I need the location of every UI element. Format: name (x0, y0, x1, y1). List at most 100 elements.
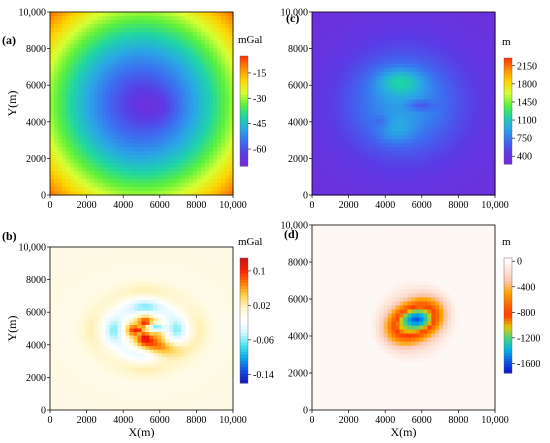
heatmap-cell (404, 16, 409, 21)
heatmap-cell (169, 76, 174, 81)
heatmap-cell (185, 396, 190, 400)
heatmap-cell (110, 143, 115, 148)
heatmap-cell (177, 155, 182, 160)
heatmap-cell (435, 44, 440, 49)
heatmap-cell (74, 139, 79, 144)
heatmap-cell (130, 357, 135, 361)
heatmap-cell (201, 60, 206, 65)
heatmap-cell (126, 282, 131, 286)
heatmap-cell (193, 382, 198, 386)
heatmap-cell (193, 84, 198, 89)
heatmap-cell (66, 119, 71, 124)
heatmap-cell (130, 16, 135, 21)
heatmap-cell (82, 56, 87, 61)
heatmap-cell (487, 56, 492, 61)
heatmap-cell (142, 175, 147, 180)
heatmap-cell (149, 119, 154, 124)
heatmap-cell (138, 286, 143, 290)
heatmap-cell (209, 151, 214, 156)
heatmap-cell (94, 167, 99, 172)
x-tick-label: 4000 (113, 200, 133, 211)
heatmap-cell (181, 318, 186, 322)
heatmap-cell (110, 119, 115, 124)
heatmap-cell (134, 247, 139, 251)
heatmap-cell (336, 28, 341, 33)
heatmap-cell (213, 318, 218, 322)
heatmap-cell (388, 28, 393, 33)
heatmap-cell (153, 293, 158, 297)
heatmap-cell (66, 300, 71, 304)
heatmap-cell (213, 272, 218, 276)
heatmap-cell (201, 307, 206, 311)
heatmap-cell (126, 357, 131, 361)
heatmap-cell (177, 76, 182, 81)
heatmap-cell (312, 36, 317, 41)
heatmap-cell (177, 147, 182, 152)
heatmap-cell (86, 346, 91, 350)
heatmap-cell (126, 100, 131, 105)
heatmap-cell (82, 286, 87, 290)
heatmap-cell (157, 88, 162, 93)
heatmap-cell (213, 183, 218, 188)
heatmap-cell (213, 60, 218, 65)
heatmap-cell (142, 187, 147, 192)
heatmap-cell (169, 151, 174, 156)
heatmap-cell (189, 155, 194, 160)
heatmap-cell (58, 151, 63, 156)
heatmap-cell (173, 24, 178, 29)
heatmap-cell (82, 321, 87, 325)
heatmap-cell (54, 96, 59, 101)
heatmap-cell (142, 332, 147, 336)
heatmap-cell (463, 56, 468, 61)
heatmap-cell (392, 52, 397, 57)
heatmap-cell (149, 143, 154, 148)
heatmap-cell (145, 76, 150, 81)
heatmap-cell (380, 44, 385, 49)
heatmap-cell (90, 115, 95, 120)
heatmap-cell (114, 286, 119, 290)
heatmap-cell (185, 131, 190, 136)
heatmap-cell (98, 167, 103, 172)
heatmap-cell (50, 357, 55, 361)
heatmap-cell (193, 286, 198, 290)
heatmap-cell (145, 321, 150, 325)
heatmap-cell (384, 32, 389, 37)
heatmap-cell (169, 290, 174, 294)
heatmap-cell (114, 375, 119, 379)
heatmap-cell (66, 353, 71, 357)
colorbar-unit: mGal (238, 34, 262, 46)
heatmap-cell (110, 261, 115, 265)
heatmap-cell (78, 385, 83, 389)
heatmap-cell (201, 332, 206, 336)
heatmap-cell (94, 52, 99, 57)
heatmap-cell (62, 290, 67, 294)
heatmap-cell (54, 139, 59, 144)
heatmap-cell (145, 339, 150, 343)
heatmap-cell (427, 28, 432, 33)
colorbar-swatch (240, 274, 248, 278)
heatmap-cell (221, 111, 226, 116)
heatmap-cell (173, 290, 178, 294)
heatmap-cell (189, 44, 194, 49)
heatmap-cell (157, 92, 162, 97)
heatmap-cell (58, 332, 63, 336)
heatmap-cell (149, 314, 154, 318)
heatmap-cell (138, 104, 143, 109)
heatmap-cell (157, 247, 162, 251)
heatmap-cell (90, 107, 95, 112)
heatmap-cell (149, 251, 154, 255)
heatmap-cell (193, 343, 198, 347)
heatmap-cell (185, 143, 190, 148)
heatmap-cell (451, 32, 456, 37)
heatmap-cell (157, 159, 162, 164)
heatmap-cell (217, 143, 222, 148)
heatmap-cell (193, 163, 198, 168)
heatmap-cell (78, 80, 83, 85)
heatmap-cell (70, 179, 75, 184)
heatmap-cell (138, 56, 143, 61)
heatmap-cell (165, 251, 170, 255)
heatmap-cell (134, 107, 139, 112)
heatmap-cell (451, 40, 456, 45)
heatmap-cell (177, 135, 182, 140)
heatmap-cell (149, 329, 154, 333)
